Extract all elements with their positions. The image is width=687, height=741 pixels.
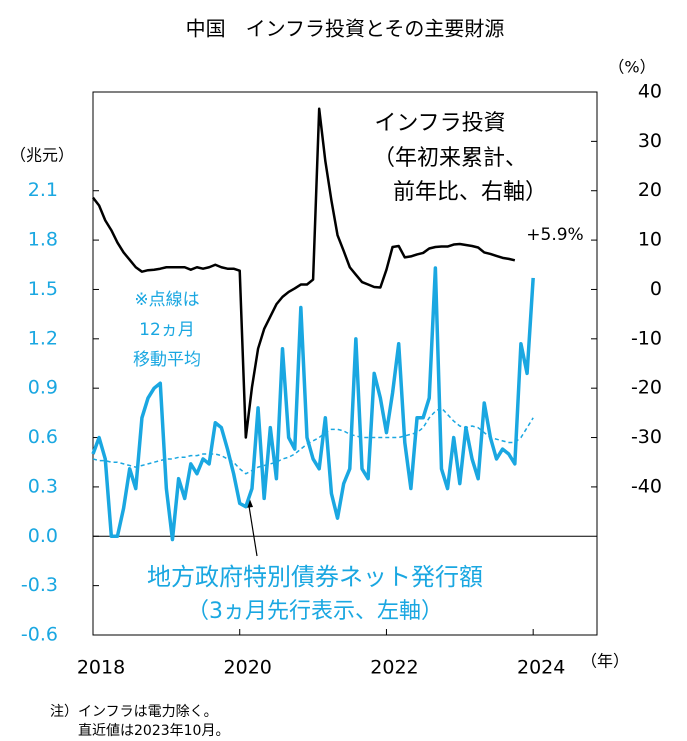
annotation: ※点線は <box>134 290 199 310</box>
y2-tick-label: 10 <box>638 229 662 251</box>
chart-title: 中国 インフラ投資とその主要財源 <box>186 17 505 41</box>
moving-average-line <box>92 407 534 475</box>
y2-tick-label: -10 <box>631 327 662 349</box>
y-tick-label: 1.2 <box>28 327 58 349</box>
series-line <box>92 107 516 439</box>
y-tick-label: 2.1 <box>28 179 58 201</box>
plot-frame <box>92 91 598 636</box>
y-tick-label: 0.6 <box>28 426 58 448</box>
x-axis-label: （年） <box>581 652 629 671</box>
annotation: （3ヵ月先行表示、左軸） <box>187 599 443 624</box>
y-tick-label: 0.9 <box>28 377 58 399</box>
annotation: 12ヵ月 <box>139 320 195 340</box>
y-tick-label: -0.6 <box>21 624 58 646</box>
annotation: 前年比、右軸） <box>393 180 547 205</box>
arrow <box>248 505 258 557</box>
annotation: +5.9% <box>526 225 583 245</box>
y-axis-label: （兆元） <box>10 146 74 165</box>
y2-tick-label: -40 <box>631 475 662 497</box>
y-tick-label: 1.5 <box>28 278 58 300</box>
series-label: 地方政府特別債券ネット発行額 <box>147 563 483 591</box>
note: 注）インフラは電力除く。 <box>50 704 218 720</box>
y2-tick-label: -20 <box>631 377 662 399</box>
x-tick-label: 2020 <box>224 657 272 679</box>
y-tick-label: 0.3 <box>28 475 58 497</box>
y2-tick-label: 20 <box>638 179 662 201</box>
y2-tick-label: 40 <box>638 81 662 103</box>
x-tick-label: 2018 <box>77 657 125 679</box>
y2-tick-label: 30 <box>638 130 662 152</box>
x-tick-label: 2022 <box>370 657 418 679</box>
y-tick-label: -0.3 <box>21 574 58 596</box>
y2-tick-label: 0 <box>650 278 662 300</box>
y2-tick-label: -30 <box>631 426 662 448</box>
annotation: （年初来累計、 <box>373 146 527 171</box>
x-tick-label: 2024 <box>517 657 565 679</box>
annotation: 移動平均 <box>133 350 201 370</box>
series-label: インフラ投資 <box>374 111 505 136</box>
y-tick-label: 0.0 <box>28 525 58 547</box>
series-line <box>91 266 535 542</box>
note: 直近値は2023年10月。 <box>78 722 229 739</box>
y2-axis-label: （%） <box>608 58 655 77</box>
y-tick-label: 1.8 <box>28 229 58 251</box>
